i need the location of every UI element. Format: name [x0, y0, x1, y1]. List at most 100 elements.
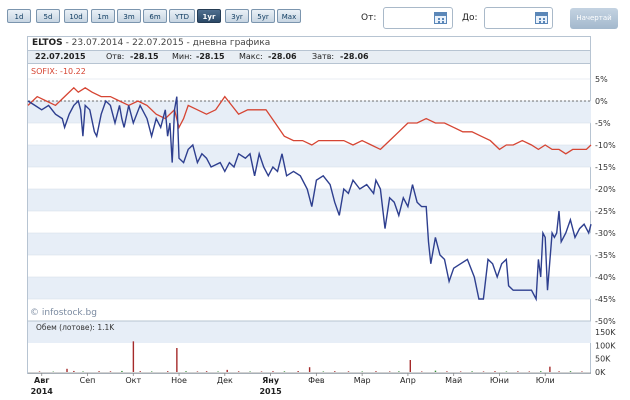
date-from-field[interactable]: [383, 7, 453, 29]
date-to-label: До:: [462, 13, 478, 23]
date-to-field[interactable]: [484, 7, 553, 29]
volume-bar: [73, 370, 75, 372]
volume-tick-label: 0K: [595, 368, 606, 377]
y-tick-label: -10%: [595, 141, 616, 150]
grid-band: [28, 321, 591, 343]
volume-bar: [482, 371, 485, 372]
sofix-label: SOFIX: -10.22: [31, 67, 86, 76]
volume-bar: [205, 371, 208, 372]
calendar-icon[interactable]: [434, 12, 447, 24]
sofix-series-line: [27, 86, 592, 155]
volume-bar: [272, 371, 274, 372]
volume-bar: [98, 371, 100, 372]
y-tick-label: -15%: [595, 163, 616, 172]
range-button-ytd[interactable]: YTD: [169, 9, 195, 23]
volume-bar: [322, 371, 325, 372]
volume-bar: [260, 371, 263, 372]
y-tick-label: -40%: [595, 273, 616, 282]
volume-bar: [549, 366, 551, 372]
volume-bar: [66, 368, 68, 372]
range-button-3yr[interactable]: 3yr: [225, 9, 249, 23]
x-tick-label: Яну: [262, 376, 280, 385]
calendar-icon[interactable]: [535, 12, 548, 24]
volume-bar: [38, 371, 41, 372]
y-tick-label: -45%: [595, 295, 616, 304]
grid-band: [28, 233, 591, 255]
grid-band: [28, 145, 591, 167]
min-value: -28.15: [196, 52, 225, 61]
x-tick-label: Май: [445, 376, 462, 385]
volume-bar: [409, 360, 411, 372]
range-button-10d[interactable]: 10d: [64, 9, 88, 23]
volume-bar: [82, 371, 84, 372]
quote-bar: 22.07.2015 Отв: -28.15 Мин: -28.15 Макс:…: [27, 50, 591, 64]
y-tick-label: -5%: [595, 119, 611, 128]
volume-tick-label: 100K: [595, 341, 616, 350]
date-from-label: От:: [361, 13, 377, 23]
range-button-1yr[interactable]: 1yr: [197, 9, 221, 23]
volume-bar: [569, 371, 572, 372]
volume-bar: [446, 371, 448, 372]
x-tick-label: Окт: [125, 376, 141, 385]
open-value: -28.15: [130, 52, 159, 61]
x-tick-label: Юли: [536, 376, 555, 385]
range-button-1d[interactable]: 1d: [7, 9, 31, 23]
volume-bar: [176, 348, 178, 372]
x-year-label: 2015: [259, 387, 282, 396]
range-button-5yr[interactable]: 5yr: [251, 9, 275, 23]
grid-band: [28, 277, 591, 299]
volume-bar: [459, 371, 462, 372]
volume-bar: [471, 371, 473, 372]
x-tick-label: Юни: [490, 376, 509, 385]
range-button-1m[interactable]: 1m: [91, 9, 115, 23]
volume-bar: [505, 371, 508, 372]
y-tick-label: -50%: [595, 317, 616, 326]
volume-bar: [109, 371, 112, 372]
min-label: Мин:: [172, 52, 193, 61]
ticker-name: ELTOS: [32, 38, 63, 48]
y-tick-label: -30%: [595, 229, 616, 238]
y-tick-label: 0%: [595, 97, 608, 106]
range-button-6m[interactable]: 6m: [143, 9, 167, 23]
volume-bar: [139, 371, 141, 372]
volume-bar: [297, 371, 299, 372]
draw-chart-button[interactable]: Начертай: [570, 8, 618, 29]
chart-header: ELTOS - 23.07.2014 - 22.07.2015 - дневна…: [32, 38, 270, 48]
volume-bar: [150, 371, 153, 372]
max-value: -28.06: [268, 52, 297, 61]
watermark-text: © infostock.bg: [30, 308, 97, 318]
x-tick-label: Дек: [217, 376, 233, 385]
chart-subtitle: - 23.07.2014 - 22.07.2015 - дневна графи…: [62, 38, 271, 48]
volume-tick-label: 50K: [595, 355, 611, 364]
volume-bar: [558, 371, 560, 372]
volume-bar: [217, 371, 219, 372]
quote-date: 22.07.2015: [35, 52, 86, 61]
range-button-max[interactable]: Max: [277, 9, 301, 23]
volume-bar: [185, 371, 187, 372]
volume-bar: [494, 371, 496, 372]
x-tick-label: Авг: [34, 376, 49, 385]
volume-bar: [361, 371, 363, 372]
volume-bar: [249, 371, 251, 372]
close-label: Затв:: [312, 52, 335, 61]
volume-label: Обем (лотове): 1.1K: [36, 323, 115, 332]
range-button-5d[interactable]: 5d: [36, 9, 60, 23]
volume-bar: [517, 371, 519, 372]
close-value: -28.06: [340, 52, 369, 61]
volume-bar: [308, 367, 311, 372]
volume-bar: [540, 371, 542, 372]
x-tick-label: Сеп: [80, 376, 96, 385]
max-label: Макс:: [239, 52, 263, 61]
volume-tick-label: 150K: [595, 328, 616, 337]
volume-bar: [398, 371, 400, 372]
y-tick-label: -20%: [595, 185, 616, 194]
volume-bar: [375, 371, 377, 372]
x-tick-label: Ное: [171, 376, 187, 385]
volume-bar: [167, 371, 169, 372]
y-tick-label: -35%: [595, 251, 616, 260]
x-tick-label: Мар: [354, 376, 371, 385]
volume-bar: [347, 371, 350, 372]
range-button-3m[interactable]: 3m: [117, 9, 141, 23]
grid-band: [28, 101, 591, 123]
